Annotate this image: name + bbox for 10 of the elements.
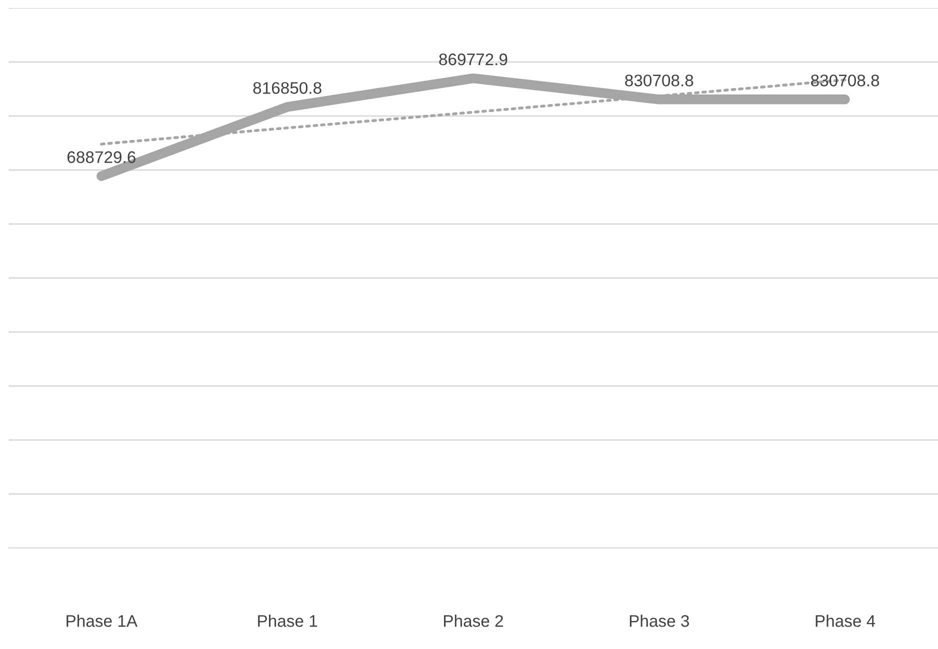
- x-tick-label: Phase 1A: [66, 614, 138, 627]
- x-tick-label: Phase 2: [444, 614, 503, 627]
- x-tick-label: Phase 3: [630, 614, 689, 627]
- data-label: 816850.8: [253, 82, 322, 94]
- data-label: 688729.6: [67, 151, 136, 164]
- x-tick-label: Phase 4: [816, 614, 876, 627]
- data-label: 869772.9: [439, 54, 508, 66]
- x-tick-label: Phase 1: [258, 614, 318, 627]
- data-label: 830708.8: [811, 74, 880, 86]
- data-label: 830708.8: [625, 74, 694, 86]
